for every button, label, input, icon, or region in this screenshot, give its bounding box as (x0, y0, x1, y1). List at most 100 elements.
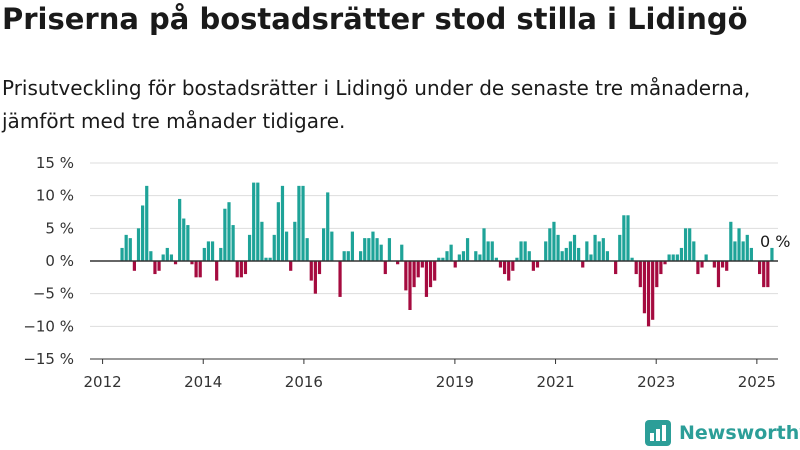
bar (490, 241, 494, 261)
bar (478, 254, 482, 261)
bar (322, 228, 326, 261)
bar (371, 231, 375, 261)
bar (741, 241, 745, 261)
bar (453, 261, 457, 268)
bar (749, 247, 753, 261)
bar (235, 261, 239, 278)
bar (544, 241, 548, 261)
bar-chart: −15 %−10 %−5 %0 %5 %10 %15 % 2012 2014 201… (23, 154, 790, 391)
y-tick-label: 0 % (45, 252, 74, 270)
bar (766, 261, 770, 288)
bar (317, 261, 322, 275)
bar (124, 234, 128, 261)
bar (704, 254, 708, 261)
bar (136, 228, 141, 261)
bar (276, 202, 280, 261)
brand-name: Newsworthy (679, 422, 800, 444)
bar (482, 228, 486, 261)
bar (745, 234, 749, 261)
bar (132, 261, 136, 271)
bar (198, 261, 202, 278)
bar (770, 247, 774, 261)
y-tick-label: 5 % (45, 219, 74, 237)
bar (313, 261, 317, 294)
bar (157, 261, 161, 271)
x-tick-label: 2016 (285, 373, 323, 391)
bar (424, 261, 429, 297)
bar (210, 241, 215, 261)
bar (330, 231, 334, 261)
bar (227, 202, 231, 261)
bar (572, 234, 577, 261)
bar (675, 254, 679, 261)
bar (507, 261, 511, 281)
bar (556, 234, 560, 261)
bar (716, 261, 721, 288)
bar (400, 244, 404, 261)
bar-series (120, 182, 774, 327)
bar (502, 261, 507, 275)
bar (552, 221, 556, 261)
bar (182, 218, 186, 261)
bar (449, 244, 453, 261)
bar (671, 254, 675, 261)
bar (284, 231, 289, 261)
bar (655, 261, 659, 288)
bar (498, 261, 503, 268)
bar (758, 261, 762, 275)
bar (165, 247, 169, 261)
bar (202, 247, 206, 261)
bar (247, 234, 252, 261)
y-axis-tick-labels: −15 % −10 % −5 % 0 % 5 % 10 % 15 % (23, 154, 74, 368)
bar (605, 251, 610, 261)
bar (252, 182, 256, 261)
newsworthy-logo: Newsworthy (645, 420, 800, 446)
annotations: 0 % (760, 232, 790, 251)
chart-title: Priserna på bostadsrätter stod stilla i … (2, 2, 748, 36)
bar (309, 261, 313, 281)
bar (465, 238, 470, 261)
x-axis: 2012 2014 2016 2019 2021 2023 2025 (83, 260, 778, 391)
bar (420, 261, 424, 268)
bar (519, 241, 523, 261)
bar (301, 185, 305, 261)
bar (515, 257, 519, 261)
bar (293, 221, 297, 261)
bar (161, 254, 165, 261)
bar (383, 261, 387, 275)
bar (692, 241, 696, 261)
bar (149, 251, 153, 261)
bar (264, 257, 268, 261)
y-tick-label: 10 % (36, 187, 74, 205)
bar (733, 241, 737, 261)
bar (712, 261, 716, 268)
bar (688, 228, 692, 261)
bar (268, 257, 272, 261)
bar (683, 228, 688, 261)
bar (659, 261, 663, 275)
bar (679, 247, 684, 261)
bar (173, 261, 178, 265)
bar (169, 254, 174, 261)
bar (215, 261, 219, 281)
bar (190, 261, 194, 265)
bar (667, 254, 671, 261)
bar (128, 238, 132, 261)
bar (338, 261, 342, 297)
bar (593, 234, 597, 261)
bar (457, 254, 461, 261)
bar (359, 251, 363, 261)
bar (272, 234, 276, 261)
bar (614, 261, 618, 275)
bar (396, 261, 400, 265)
bar (256, 182, 260, 261)
bar (651, 261, 655, 320)
bar (494, 257, 498, 261)
bar (428, 261, 433, 288)
bar (762, 261, 766, 288)
bar (441, 257, 445, 261)
bar (178, 198, 182, 261)
bar (461, 251, 466, 261)
bar (305, 238, 309, 261)
bar (597, 241, 601, 261)
